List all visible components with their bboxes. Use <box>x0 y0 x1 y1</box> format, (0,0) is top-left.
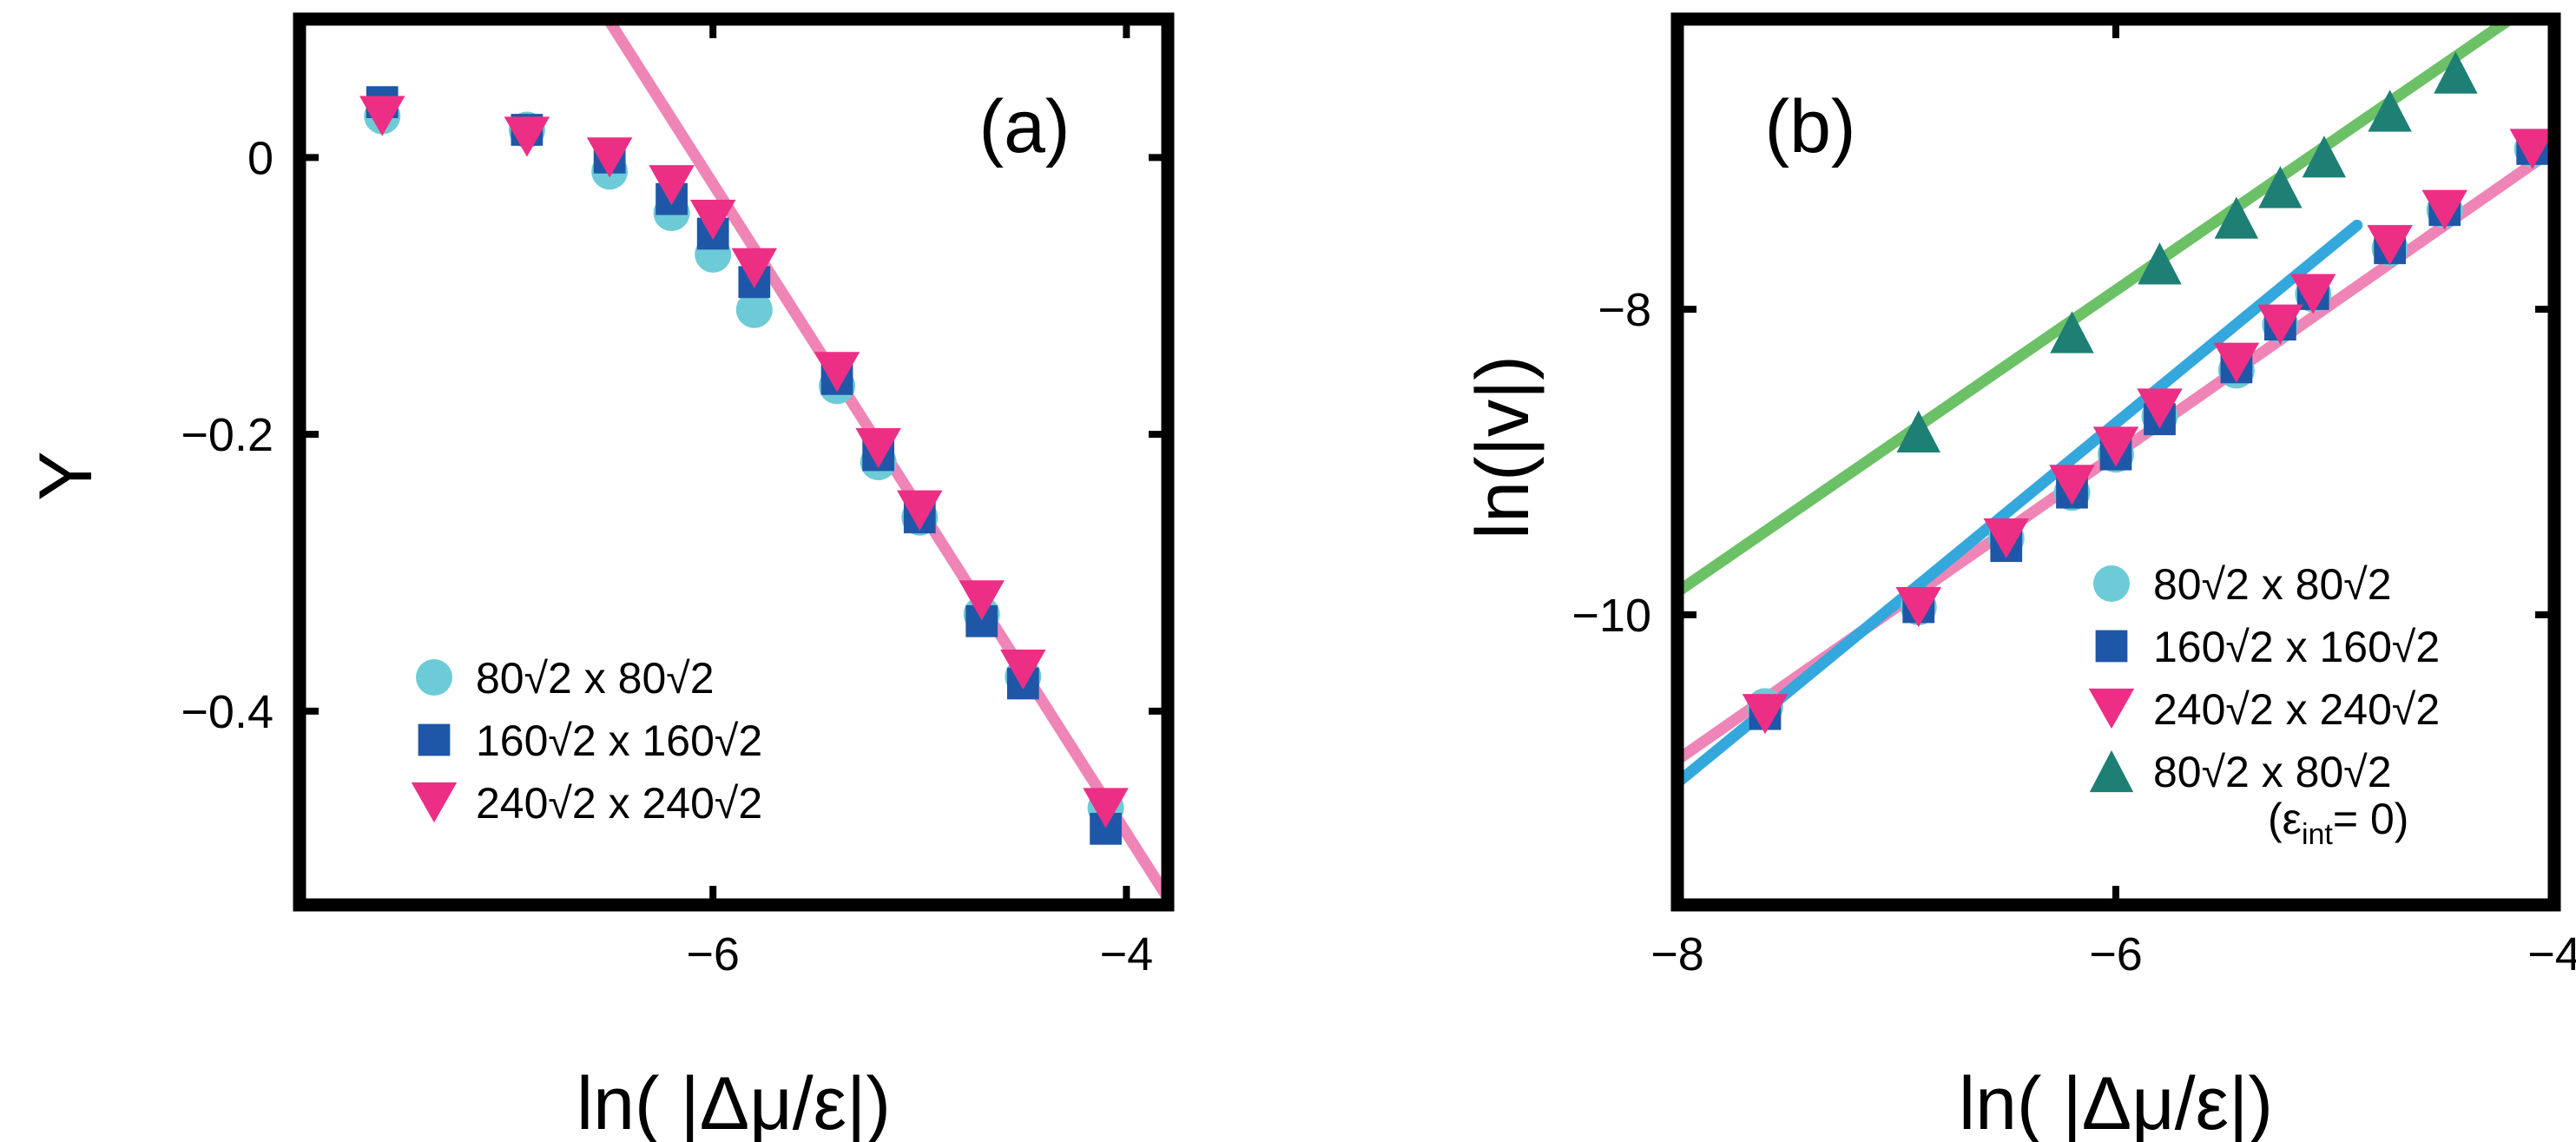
panel-label-b: (b) <box>1764 85 1855 168</box>
data-point <box>959 580 1005 621</box>
ticks-a: −6 −4 0 −0.2 −0.4 <box>181 19 1168 980</box>
data-point <box>2258 166 2303 208</box>
legend-b: 80√2 x 80√2 160√2 x 160√2 240√2 x 240√2 80√… <box>2088 560 2440 851</box>
data-point <box>2290 274 2336 314</box>
data-point <box>2421 189 2467 230</box>
points-a <box>359 86 1129 845</box>
x-tick-label: −4 <box>2527 928 2576 980</box>
legend-label: 160√2 x 160√2 <box>2153 623 2440 671</box>
legend-label: 80√2 x 80√2 <box>476 654 715 703</box>
y-tick-label: −0.4 <box>181 686 273 738</box>
data-point <box>649 165 695 206</box>
y-tick-label: −10 <box>1571 590 1651 642</box>
data-point <box>2213 342 2260 383</box>
data-point <box>1983 518 2029 559</box>
data-point <box>359 96 405 136</box>
data-point <box>1083 788 1129 828</box>
points-b <box>1742 51 2554 735</box>
legend-a: 80√2 x 80√2 160√2 x 160√2 240√2 x 240√2 <box>411 654 762 828</box>
data-point <box>2050 311 2094 353</box>
legend-item-2: 240√2 x 240√2 <box>2088 685 2440 734</box>
legend-item-3: 80√2 x 80√2(εint= 0) <box>2089 748 2408 851</box>
x-axis-title-b: ln( |Δμ/ε|) <box>1959 1062 2273 1142</box>
y-tick-label: 0 <box>247 132 273 184</box>
legend-label: 240√2 x 240√2 <box>2153 685 2440 734</box>
legend-sublabel: (εint= 0) <box>2268 795 2408 851</box>
legend-label: 80√2 x 80√2 <box>2153 748 2392 796</box>
data-point <box>689 199 736 241</box>
series-2 <box>359 96 1129 828</box>
legend-item-0: 80√2 x 80√2 <box>2093 560 2392 609</box>
y-axis-title-a: Y <box>24 451 108 500</box>
data-point <box>2138 242 2182 285</box>
data-point <box>2302 135 2347 178</box>
legend-marker <box>418 723 451 756</box>
x-tick-label: −6 <box>686 928 740 980</box>
legend-marker <box>2093 565 2130 602</box>
data-point <box>2214 196 2259 239</box>
legend-item-2: 240√2 x 240√2 <box>411 779 762 828</box>
data-point <box>735 291 773 328</box>
data-point <box>2049 465 2095 505</box>
data-point <box>2509 129 2554 169</box>
legend-marker <box>411 782 458 823</box>
data-point <box>731 248 778 288</box>
data-point <box>2092 426 2139 467</box>
legend-item-0: 80√2 x 80√2 <box>416 654 715 703</box>
plot-frame-a <box>293 12 1175 912</box>
legend-label: 80√2 x 80√2 <box>2153 560 2392 609</box>
x-axis-title-a: ln( |Δμ/ε|) <box>576 1062 891 1142</box>
y-tick-label: −0.2 <box>181 409 273 461</box>
data-point <box>2367 225 2413 266</box>
x-tick-label: −4 <box>1100 928 1154 980</box>
fit-line-fit-green <box>1677 19 2520 597</box>
legend-label: 160√2 x 160√2 <box>476 716 762 765</box>
data-point <box>2257 304 2303 345</box>
x-tick-label: −8 <box>1650 928 1704 980</box>
legend-label: 240√2 x 240√2 <box>476 779 762 828</box>
data-point <box>1742 694 1789 735</box>
panel-label-a: (a) <box>978 85 1070 168</box>
data-point <box>2368 89 2412 132</box>
y-tick-label: −8 <box>1598 284 1651 336</box>
data-point <box>2434 51 2478 94</box>
series-3 <box>1896 51 2478 452</box>
data-point <box>1896 410 1940 452</box>
ticks-b: −8 −6 −4 −8 −10 <box>1571 19 2576 980</box>
data-point <box>897 490 943 531</box>
y-axis-title-b: ln(|v|) <box>1461 355 1545 539</box>
data-point <box>2137 388 2183 429</box>
data-point <box>586 137 633 178</box>
series-2 <box>1742 129 2554 735</box>
data-point <box>855 427 901 469</box>
legend-item-1: 160√2 x 160√2 <box>2095 623 2440 671</box>
legend-marker <box>416 659 452 696</box>
panel-a: −6 −4 0 −0.2 −0.4 (a) Y ln( |Δμ/ε|) 80√2 x 8… <box>24 12 1175 1142</box>
panel-b: −8 −6 −4 −8 −10 (b) ln(|v|) ln( |Δμ/ε|) 80√2… <box>1461 12 2576 1142</box>
x-tick-label: −6 <box>2089 928 2143 980</box>
legend-marker <box>2095 630 2128 663</box>
plot-frame-b <box>1670 12 2561 912</box>
fit-line-fit-blue <box>1677 219 2363 789</box>
data-point <box>814 352 860 393</box>
data-point <box>504 116 550 157</box>
legend-marker <box>2088 688 2135 729</box>
legend-item-1: 160√2 x 160√2 <box>418 716 762 765</box>
data-point <box>1000 649 1046 690</box>
data-point <box>1895 586 1941 628</box>
legend-marker <box>2089 749 2134 793</box>
